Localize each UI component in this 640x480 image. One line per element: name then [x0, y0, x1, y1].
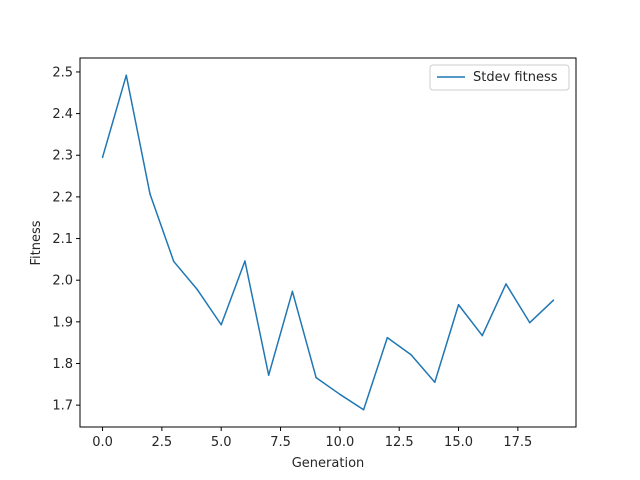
data-point [552, 299, 555, 301]
legend: Stdev fitness [429, 64, 570, 91]
data-point [220, 324, 222, 326]
data-point [315, 376, 317, 379]
y-tick-label: 2.0 [52, 274, 73, 289]
y-tick-label: 1.9 [52, 315, 73, 330]
y-tick-label: 2.4 [52, 107, 73, 122]
y-tick-label: 2.5 [52, 65, 73, 80]
data-point [196, 289, 199, 291]
data-point [339, 393, 341, 396]
y-tick-label: 2.2 [52, 190, 73, 205]
legend-label: Stdev fitness [473, 70, 558, 85]
x-tick-label: 17.5 [503, 435, 532, 450]
ticks-layer: 0.0 2.5 5.0 7.5 10.0 12.5 15.0 17.5 1.7 1.8 1.9 2.0… [52, 65, 532, 450]
data-point [244, 260, 246, 262]
data-point [434, 381, 436, 383]
data-point [125, 74, 128, 77]
data-point [457, 304, 460, 306]
y-tick-label: 2.3 [52, 149, 73, 164]
data-point [291, 290, 294, 293]
data-point [505, 283, 507, 285]
x-tick-label: 2.5 [152, 435, 173, 450]
data-point [386, 336, 389, 339]
series-layer [101, 74, 555, 411]
plot-frame [79, 57, 577, 428]
x-tick-label: 5.0 [211, 435, 232, 450]
data-point [410, 353, 412, 356]
data-point [101, 156, 104, 159]
x-tick-label: 0.0 [92, 435, 113, 450]
data-point [528, 321, 531, 324]
y-tick-label: 1.8 [52, 357, 73, 372]
y-tick-label: 2.1 [52, 232, 73, 247]
x-axis-label: Generation [292, 456, 365, 471]
x-tick-label: 10.0 [325, 435, 354, 450]
series-line [101, 74, 554, 411]
y-tick-label: 1.7 [52, 399, 73, 414]
legend-frame [429, 64, 570, 91]
x-tick-label: 7.5 [270, 435, 291, 450]
data-point [149, 193, 151, 195]
x-tick-label: 15.0 [444, 435, 473, 450]
x-tick-label: 12.5 [385, 435, 414, 450]
y-axis-label: Fitness [29, 220, 44, 265]
data-point [267, 374, 270, 376]
data-point [172, 260, 175, 263]
data-point [481, 334, 484, 337]
data-point [362, 408, 365, 411]
